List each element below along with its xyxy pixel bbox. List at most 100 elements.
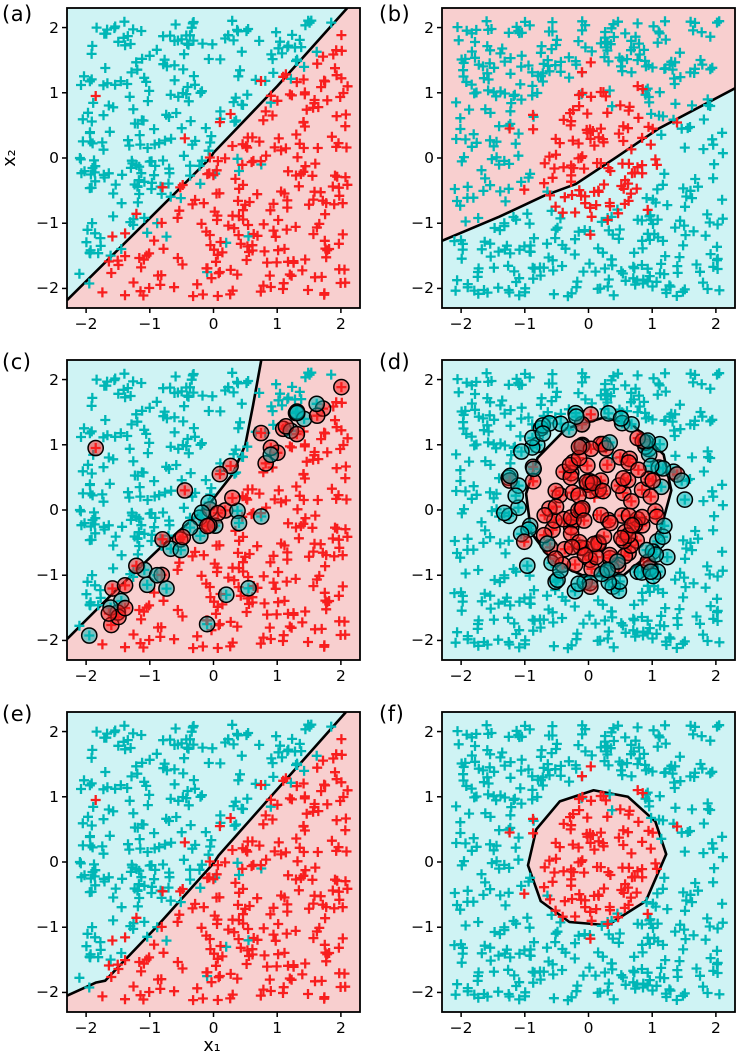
support-vectors-layer <box>80 378 350 644</box>
x-tick-label: −2 <box>74 667 98 685</box>
y-tick-label: −1 <box>411 214 434 233</box>
support-vector-marker <box>644 472 662 490</box>
y-tick-label: −1 <box>411 918 434 937</box>
decision-boundary <box>442 87 735 243</box>
plot-area <box>442 360 735 660</box>
support-vector-marker <box>623 516 641 534</box>
y-tick-label: 1 <box>424 83 434 102</box>
decision-region-overlay <box>67 8 348 301</box>
y-tick-label: −2 <box>411 279 434 298</box>
support-vector-marker <box>513 443 530 460</box>
panel-label-d: (d) <box>379 350 411 374</box>
x-tick-label: 2 <box>335 667 346 685</box>
x-tick-label: 0 <box>583 667 594 685</box>
support-vector-marker <box>594 482 612 500</box>
support-vector-marker <box>176 482 194 499</box>
y-tick-label: −1 <box>36 566 59 585</box>
panel-c-plot <box>62 359 361 665</box>
x-tick-label: 1 <box>647 667 658 685</box>
support-vector-marker <box>87 439 105 457</box>
tick-marks <box>62 730 342 1017</box>
support-vector-marker <box>601 434 619 451</box>
panel-b-plot <box>437 7 736 313</box>
y-tick-label: 2 <box>424 722 434 741</box>
y-tick-label: −2 <box>411 983 434 1002</box>
subplot-b: −2 −2 −1 −1 0 0 1 1 2 2 <box>382 4 736 350</box>
support-vector-marker <box>252 508 270 525</box>
y-tick-label: 2 <box>49 722 59 741</box>
y-tick-label: −2 <box>36 983 59 1002</box>
support-vector-marker <box>598 456 616 474</box>
x-tick-label: −1 <box>138 315 162 333</box>
tick-marks <box>62 26 342 313</box>
subplot-a: −2 −2 −1 −1 0 0 1 1 2 2 <box>7 4 361 350</box>
x-tick-label: −1 <box>513 667 537 685</box>
support-vector-marker <box>116 599 134 617</box>
support-vector-marker <box>224 489 241 507</box>
plot-area <box>442 712 735 1012</box>
support-vector-marker <box>567 408 585 426</box>
red-points-layer <box>504 761 682 944</box>
support-vector-marker <box>230 514 248 532</box>
panel-a-plot <box>62 7 361 313</box>
y-tick-label: 1 <box>424 787 434 806</box>
support-vector-marker <box>623 493 640 510</box>
support-vector-marker <box>288 425 306 443</box>
support-vector-marker <box>217 586 235 604</box>
plot-area <box>442 8 735 308</box>
y-tick-label: 0 <box>49 853 59 871</box>
support-vector-marker <box>570 575 588 593</box>
x-tick-label: 2 <box>710 315 721 333</box>
support-vector-marker <box>240 579 257 597</box>
support-vector-marker <box>534 425 552 442</box>
x-tick-label: −1 <box>513 1019 537 1037</box>
support-vector-marker <box>547 482 565 500</box>
y-tick-label: −1 <box>36 214 59 233</box>
support-vector-marker <box>560 421 578 438</box>
support-vector-marker <box>198 615 216 633</box>
support-vector-marker <box>612 410 630 427</box>
x-tick-label: 1 <box>272 315 283 333</box>
y-tick-label: −2 <box>36 631 59 650</box>
support-vector-marker <box>655 517 673 535</box>
plot-area <box>67 712 360 1012</box>
x-tick-label: 0 <box>583 1019 594 1037</box>
subplot-d: −2 −2 −1 −1 0 0 1 1 2 2 <box>382 356 736 702</box>
y-tick-label: 0 <box>49 149 59 167</box>
x-tick-label: 0 <box>583 315 594 333</box>
red-points-layer <box>504 57 682 240</box>
y-tick-label: −1 <box>411 566 434 585</box>
support-vectors-layer <box>495 404 694 600</box>
x-tick-label: 2 <box>710 667 721 685</box>
support-vector-marker <box>154 530 171 548</box>
panel-d-plot <box>437 359 736 665</box>
panel-f-plot <box>437 711 736 1017</box>
x-tick-label: 0 <box>208 315 219 333</box>
support-vector-marker <box>575 512 593 529</box>
plot-area <box>67 360 360 660</box>
panel-label-a: (a) <box>2 2 33 26</box>
support-vector-marker <box>198 517 216 535</box>
support-vector-marker <box>630 461 647 479</box>
y-tick-label: 2 <box>49 18 59 37</box>
support-vector-marker <box>614 469 632 487</box>
x-tick-label: −2 <box>449 315 473 333</box>
x-tick-label: 0 <box>208 667 219 685</box>
panel-label-e: (e) <box>2 702 33 726</box>
y-tick-label: 1 <box>424 435 434 454</box>
decision-region-overlay <box>442 8 735 241</box>
support-vector-marker <box>288 404 306 422</box>
support-vector-marker <box>595 528 613 545</box>
support-vector-marker <box>525 460 542 478</box>
panel-label-c: (c) <box>2 350 32 374</box>
y-tick-label: 1 <box>49 435 59 454</box>
subplot-e: −2 −2 −1 −1 0 0 1 1 2 2 <box>7 708 361 1054</box>
subplot-f: −2 −2 −1 −1 0 0 1 1 2 2 <box>382 708 736 1054</box>
panel-e-plot <box>62 711 361 1017</box>
tick-marks <box>437 378 717 665</box>
y-tick-label: −2 <box>36 279 59 298</box>
x-tick-label: −2 <box>74 1019 98 1037</box>
x-axis-label: x₁ <box>203 1036 221 1056</box>
y-tick-label: 2 <box>49 370 59 389</box>
support-vector-marker <box>174 528 192 546</box>
